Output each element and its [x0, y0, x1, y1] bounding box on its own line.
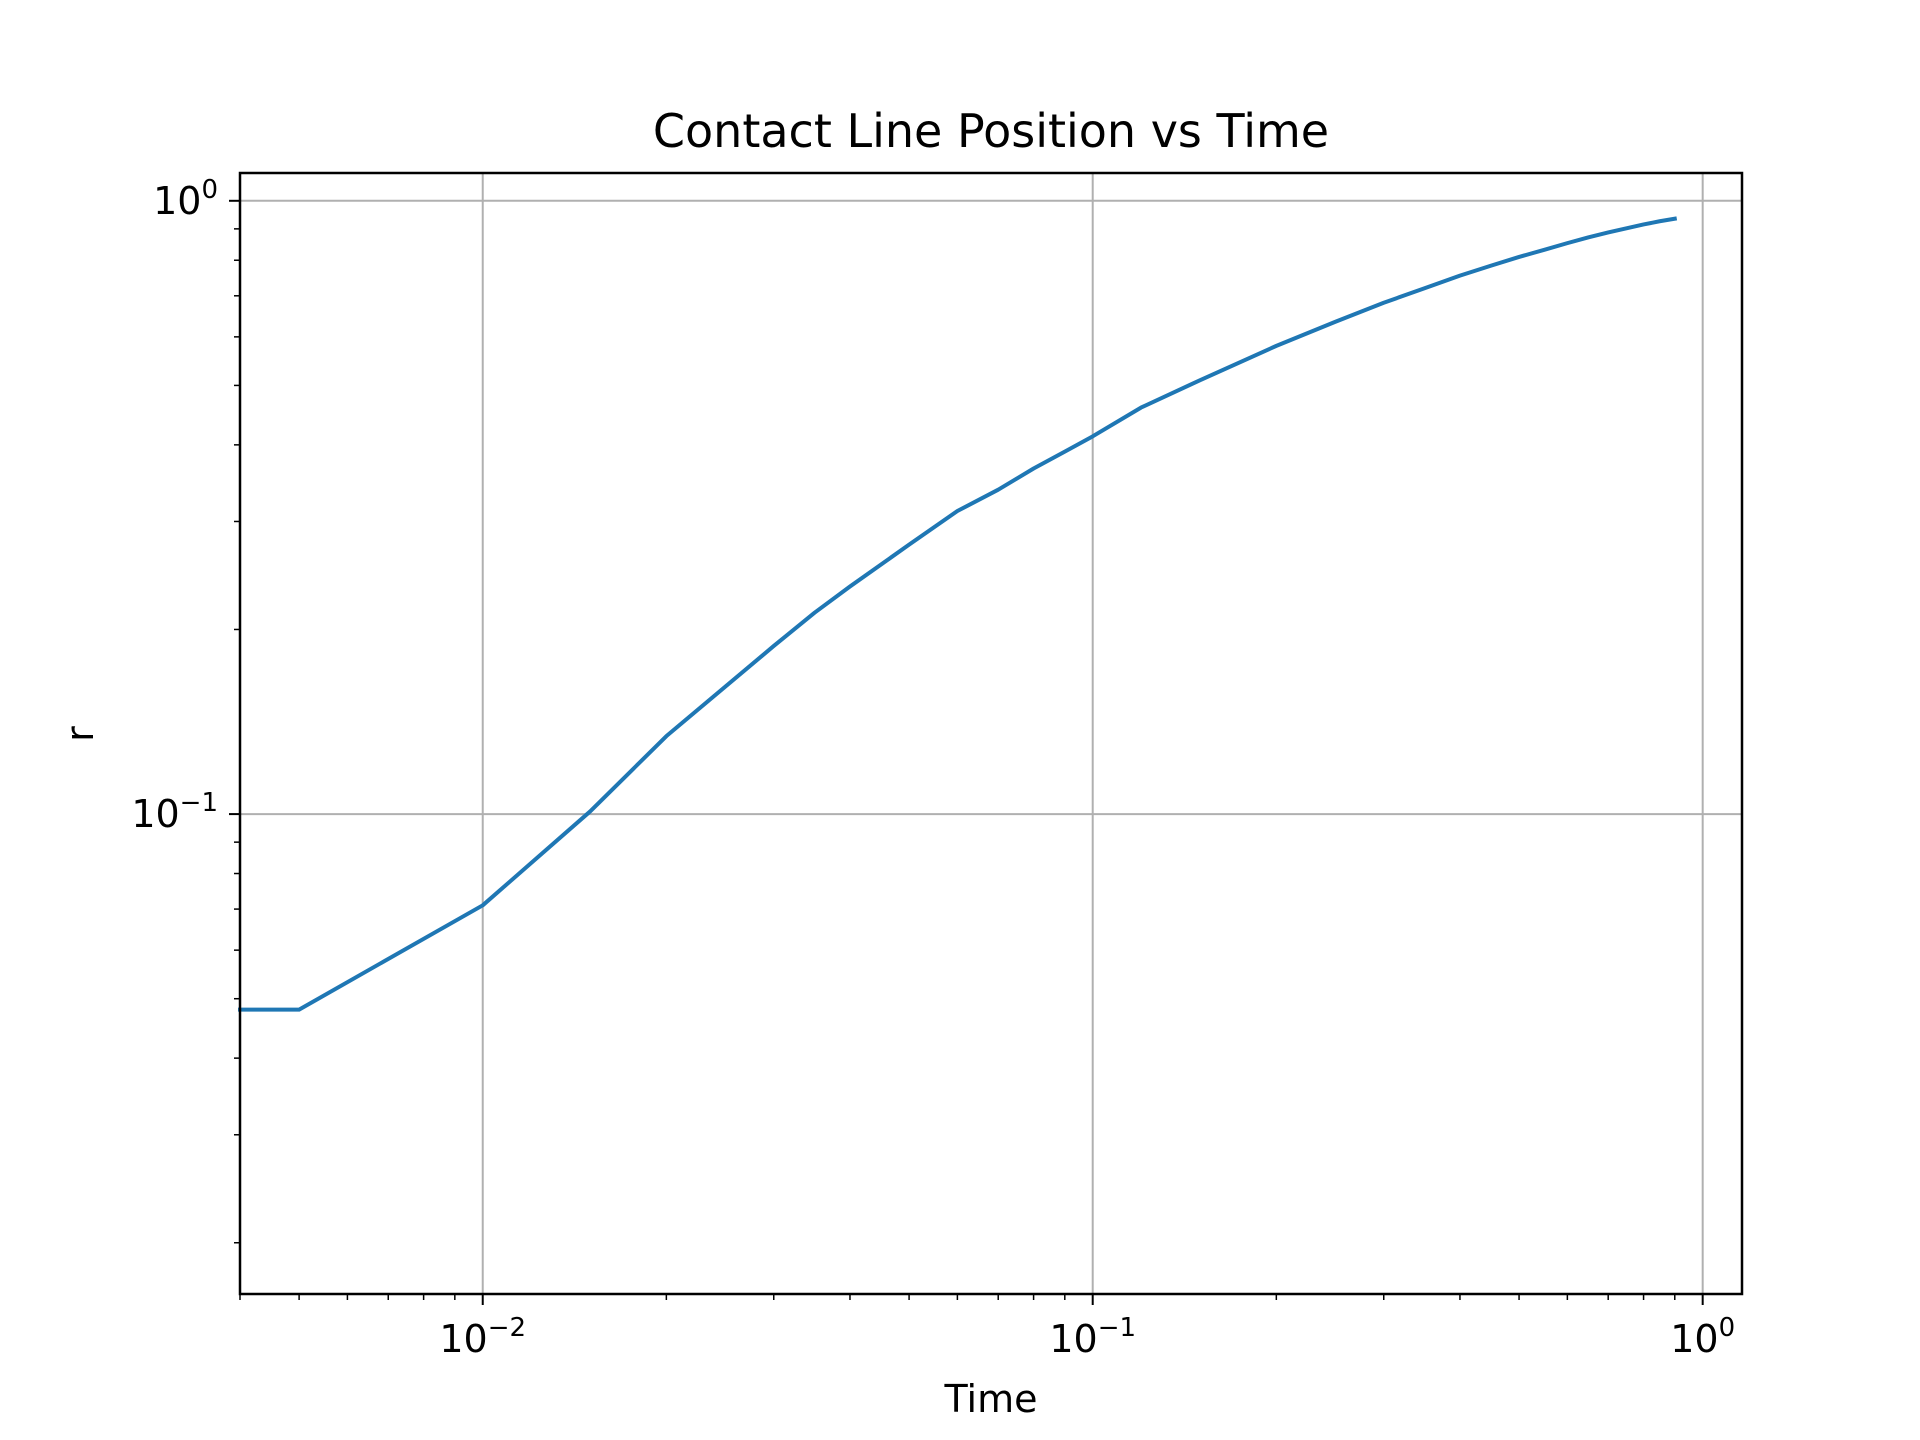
plot-area-background [240, 173, 1742, 1294]
grid-lines [240, 173, 1742, 1294]
x-axis-label: Time [944, 1377, 1038, 1421]
series-line-0 [238, 216, 1678, 1012]
y-tick-label-0: 10−1 [131, 788, 218, 836]
x-tick-label-0: 10−2 [439, 1313, 526, 1361]
x-tick-label-1: 10−1 [1049, 1313, 1136, 1361]
chart-title: Contact Line Position vs Time [653, 104, 1329, 158]
series-layer [238, 216, 1678, 1012]
y-axis-label: r [58, 726, 102, 742]
x-tick-label-2: 100 [1670, 1313, 1735, 1361]
axis-ticks: 10−2 10−1 100 10−1 100 [131, 175, 1735, 1361]
y-tick-label-1: 100 [153, 175, 218, 223]
plot-frame [238, 171, 1744, 1296]
